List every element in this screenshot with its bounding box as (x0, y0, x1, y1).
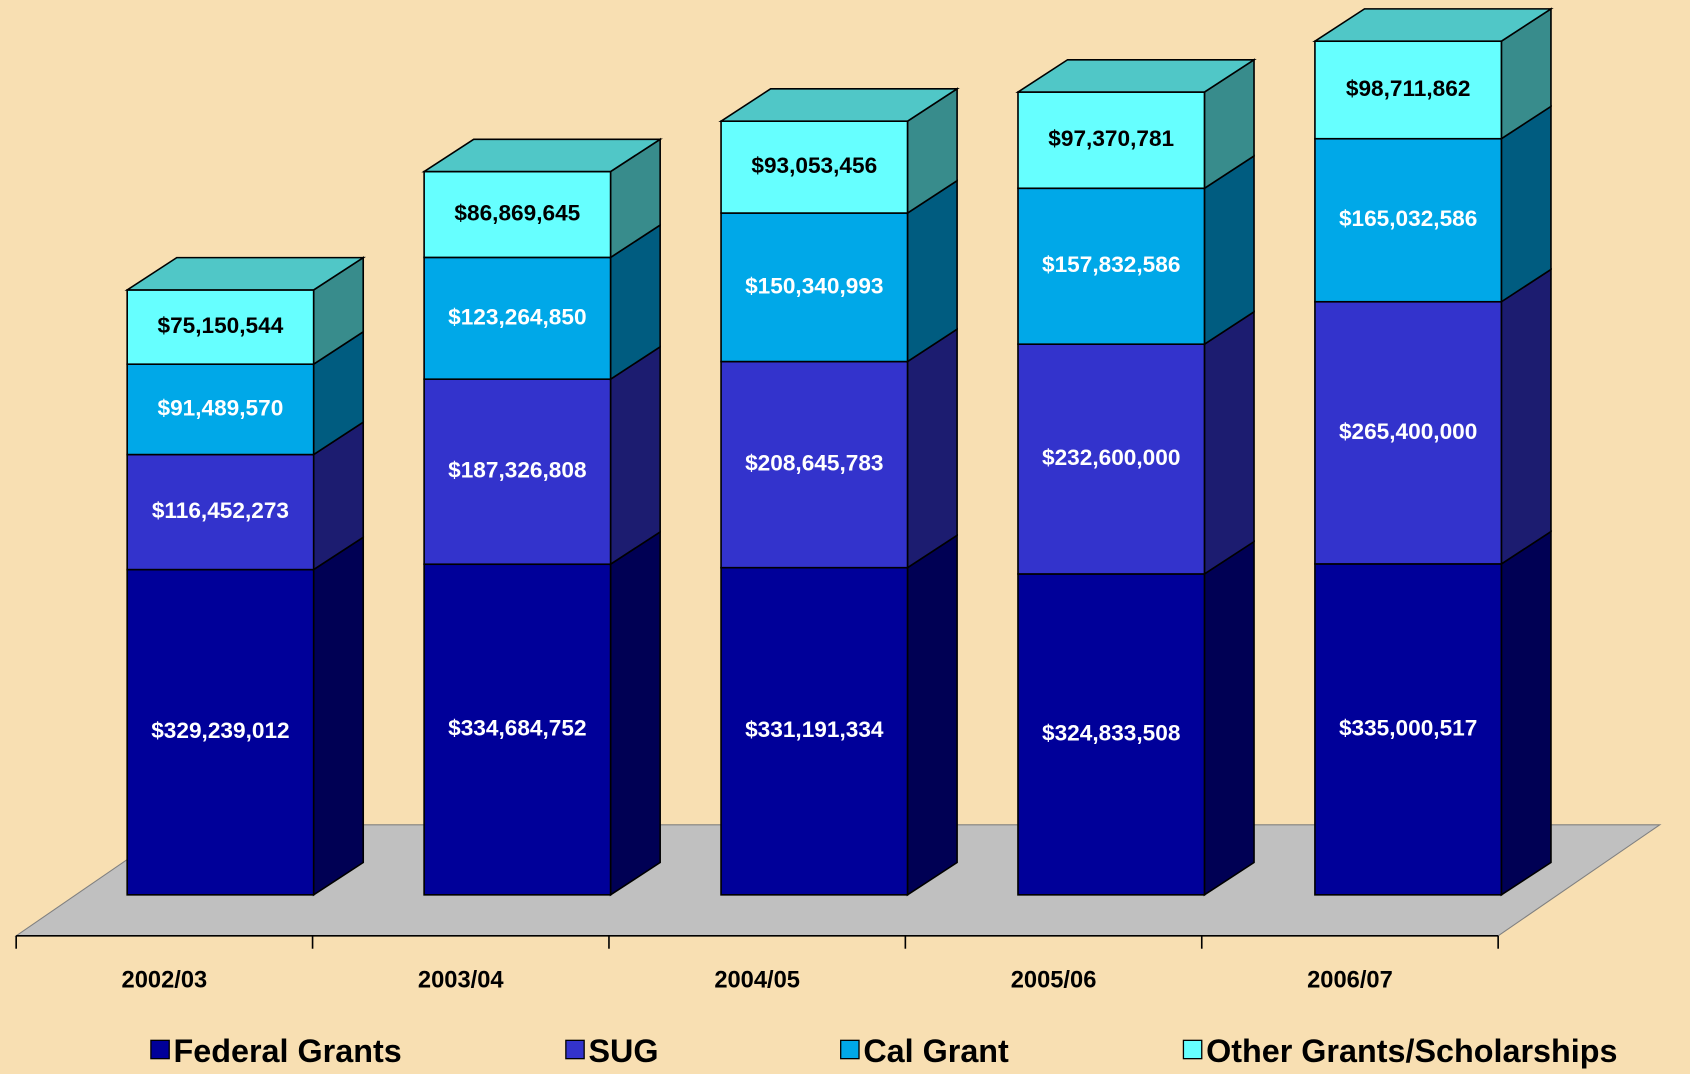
x-tick-label: 2005/06 (1011, 967, 1097, 993)
data-label: $232,600,000 (1042, 445, 1180, 470)
data-label: $165,032,586 (1339, 206, 1477, 231)
data-label: $97,370,781 (1048, 126, 1174, 151)
data-label: $123,264,850 (448, 304, 586, 329)
bar-side (906, 533, 958, 897)
legend-swatch (840, 1039, 860, 1060)
bar-side (1500, 267, 1552, 566)
bar (423, 170, 612, 259)
bar (423, 378, 612, 566)
data-label: $331,191,334 (745, 717, 884, 742)
bar-top (124, 256, 366, 291)
legend-swatch (1182, 1039, 1203, 1060)
data-label: $208,645,783 (745, 451, 883, 476)
data-label: $75,150,544 (157, 313, 283, 338)
legend-label: Other Grants/Scholarships (1206, 1033, 1617, 1069)
data-label: $265,400,000 (1339, 419, 1477, 444)
data-label: $324,833,508 (1042, 720, 1180, 745)
bar (720, 120, 909, 214)
bar (126, 363, 315, 456)
bar-top (1312, 8, 1554, 43)
bar-side (1500, 104, 1552, 304)
bar (423, 563, 612, 896)
bar-side (1203, 540, 1255, 897)
bar-top (421, 138, 663, 173)
x-tick-label: 2003/04 (418, 967, 504, 993)
bar-side (906, 327, 958, 570)
data-label: $98,711,862 (1346, 76, 1471, 101)
bar (1017, 187, 1206, 345)
data-label: $334,684,752 (448, 716, 586, 741)
bar-top (718, 87, 960, 122)
bar (423, 256, 612, 380)
data-label: $150,340,993 (745, 273, 883, 298)
bar (1314, 563, 1503, 896)
data-label: $335,000,517 (1339, 715, 1477, 740)
legend-label: Federal Grants (174, 1033, 402, 1069)
x-tick-label: 2004/05 (714, 967, 800, 993)
data-label: $329,239,012 (151, 718, 289, 743)
x-tick-label: 2002/03 (122, 967, 208, 993)
bar (1314, 40, 1503, 140)
legend-label: Cal Grant (863, 1033, 1009, 1069)
bar-side (609, 345, 661, 566)
data-label: $93,053,456 (751, 153, 877, 178)
bar-side (1500, 530, 1552, 897)
bar (1314, 137, 1503, 303)
bar (126, 289, 315, 366)
legend-label: SUG (588, 1033, 658, 1069)
bar-side (609, 530, 661, 897)
bar (720, 566, 909, 896)
bar (1017, 91, 1206, 190)
bar (126, 568, 315, 896)
bar (126, 453, 315, 571)
bar-side (312, 535, 365, 897)
x-tick-label: 2006/07 (1307, 967, 1393, 993)
data-label: $86,869,645 (454, 200, 580, 225)
data-label: $91,489,570 (157, 395, 283, 420)
bar (1017, 343, 1206, 575)
data-label: $116,452,273 (152, 498, 289, 523)
bar-top (1015, 58, 1257, 93)
bar (1017, 573, 1206, 896)
legend-swatch (150, 1039, 170, 1060)
bar-side (1203, 310, 1255, 576)
data-label: $157,832,586 (1042, 252, 1180, 277)
data-label: $187,326,808 (448, 458, 586, 483)
bar (1314, 300, 1503, 565)
legend-swatch (565, 1039, 585, 1060)
bar (720, 212, 909, 363)
